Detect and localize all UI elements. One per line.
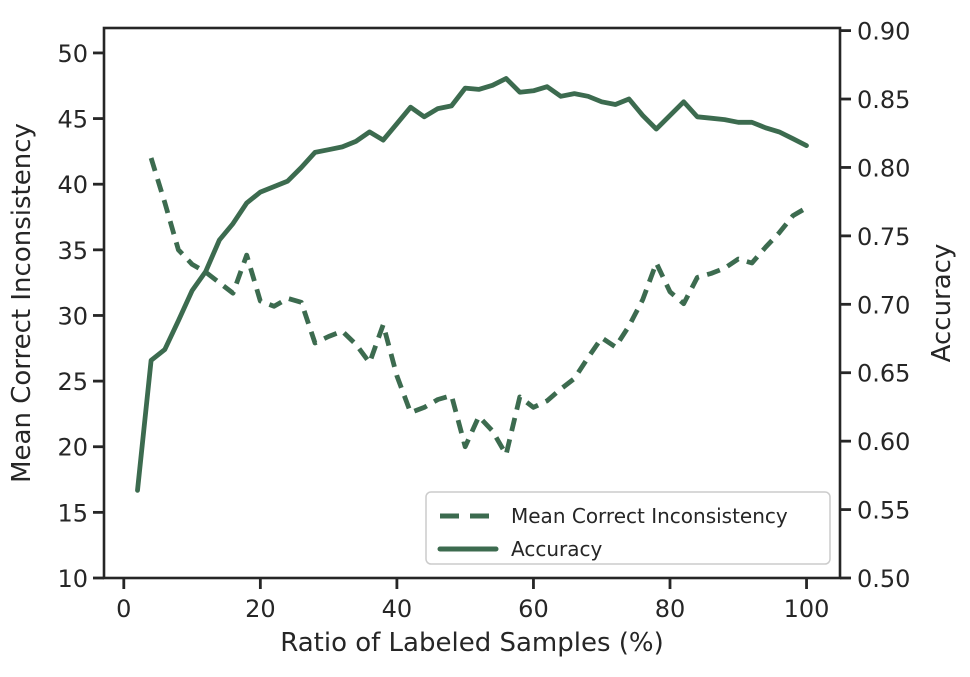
left-y-tick-label: 10 [57, 565, 88, 593]
x-tick-label: 100 [784, 595, 830, 623]
right-y-tick-label: 0.70 [857, 291, 910, 319]
right-y-axis-ticks: 0.50 0.55 0.60 0.65 0.70 0.75 0.80 0.85 0.90 [840, 18, 910, 593]
left-y-tick-label: 20 [57, 434, 88, 462]
right-y-tick-label: 0.80 [857, 154, 910, 182]
plot-border [102, 26, 842, 580]
right-y-tick-label: 0.90 [857, 18, 910, 46]
right-y-tick-label: 0.85 [857, 86, 910, 114]
accuracy-line [135, 76, 809, 493]
left-y-axis-label: Mean Correct Inconsistency [7, 123, 37, 483]
left-y-tick-label: 25 [57, 368, 88, 396]
x-tick-label: 40 [382, 595, 413, 623]
left-y-axis-ticks: 10 15 20 25 30 35 40 45 50 [57, 40, 104, 593]
x-tick-label: 60 [518, 595, 549, 623]
legend: Mean Correct Inconsistency Accuracy [425, 491, 831, 565]
left-y-tick-label: 30 [57, 302, 88, 330]
right-y-tick-label: 0.60 [857, 428, 910, 456]
left-y-tick-label: 50 [57, 40, 88, 68]
left-y-tick-label: 45 [57, 106, 88, 134]
right-y-tick-label: 0.65 [857, 360, 910, 388]
x-axis-label: Ratio of Labeled Samples (%) [280, 628, 664, 658]
right-y-tick-label: 0.55 [857, 497, 910, 525]
mean-correct-inconsistency-line [148, 157, 808, 457]
x-axis-ticks: 0 20 40 60 80 100 [116, 578, 829, 623]
legend-label-accuracy: Accuracy [511, 537, 602, 561]
x-tick-label: 20 [245, 595, 276, 623]
x-tick-label: 0 [116, 595, 131, 623]
right-y-axis-label: Accuracy [927, 244, 957, 363]
left-y-tick-label: 40 [57, 171, 88, 199]
legend-box [425, 491, 831, 565]
right-y-tick-label: 0.75 [857, 223, 910, 251]
x-tick-label: 80 [655, 595, 686, 623]
right-y-tick-label: 0.50 [857, 565, 910, 593]
legend-label-mean-correct-inconsistency: Mean Correct Inconsistency [511, 504, 788, 528]
left-y-tick-label: 15 [57, 499, 88, 527]
left-y-tick-label: 35 [57, 237, 88, 265]
